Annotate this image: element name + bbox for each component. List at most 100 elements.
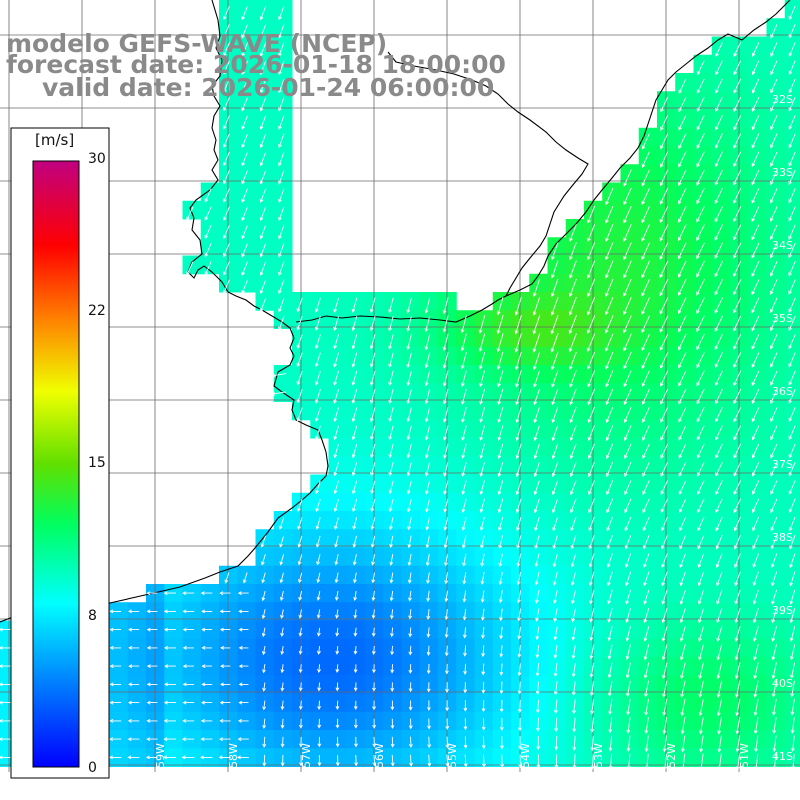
wind-arrow: [298, 627, 303, 637]
wind-arrow: [679, 516, 687, 532]
wind-arrow: [146, 737, 158, 742]
wind-arrow: [770, 115, 778, 131]
wind-arrow: [733, 315, 742, 332]
wind-arrow: [770, 407, 778, 423]
wind-arrow: [623, 351, 632, 370]
wind-arrow: [532, 296, 541, 316]
wind-arrow: [370, 517, 376, 531]
wind-arrow: [751, 407, 760, 423]
wind-arrow: [351, 389, 358, 404]
wind-arrow: [444, 572, 449, 585]
wind-arrow: [698, 717, 704, 735]
wind-arrow: [370, 407, 376, 423]
wind-arrow: [163, 737, 177, 742]
wind-arrow: [514, 351, 522, 371]
wind-arrow: [443, 462, 449, 477]
wind-arrow: [788, 169, 796, 186]
wind-arrow: [444, 645, 449, 657]
colorbar-tick-22: 22: [88, 303, 106, 319]
wind-arrow: [388, 517, 394, 531]
wind-arrow: [716, 571, 723, 587]
wind-arrow: [237, 718, 249, 723]
wind-arrow: [407, 572, 412, 584]
wind-arrow: [696, 315, 705, 333]
wind-arrow: [516, 553, 522, 568]
wind-arrow: [241, 78, 249, 94]
wind-arrow: [315, 425, 321, 440]
wind-arrow: [389, 572, 394, 584]
wind-arrow: [259, 170, 267, 185]
wind-arrow: [463, 754, 468, 768]
wind-arrow: [238, 700, 249, 705]
wind-arrow: [697, 571, 705, 587]
wind-arrow: [271, 373, 287, 378]
wind-arrow: [533, 498, 540, 514]
wind-arrow: [182, 682, 194, 687]
wind-arrow: [517, 681, 522, 695]
wind-arrow: [550, 278, 559, 297]
wind-arrow: [641, 187, 651, 205]
wind-arrow: [753, 662, 759, 680]
wind-arrow: [333, 498, 339, 512]
wind-arrow: [296, 334, 303, 349]
wind-arrow: [623, 224, 632, 242]
wind-arrow: [788, 78, 796, 94]
wind-arrow: [623, 388, 632, 405]
wind-arrow: [735, 680, 741, 698]
wind-arrow: [534, 516, 540, 532]
wind-arrow: [735, 698, 741, 717]
wind-arrow: [371, 609, 376, 620]
wind-arrow: [146, 627, 158, 632]
wind-arrow: [753, 717, 759, 735]
wind-arrow: [443, 407, 449, 423]
wind-arrow: [390, 682, 395, 692]
wind-arrow: [641, 151, 650, 168]
lat-label-40s: 40S: [772, 677, 793, 690]
wind-arrow: [498, 590, 503, 604]
wind-arrow: [588, 553, 595, 568]
wind-arrow: [552, 571, 558, 586]
wind-arrow: [679, 626, 686, 642]
wind-arrow: [515, 443, 522, 460]
wind-arrow: [259, 243, 267, 258]
wind-arrow: [278, 78, 285, 94]
wind-cell: [784, 748, 800, 767]
wind-arrow: [280, 736, 285, 748]
wind-arrow: [736, 753, 741, 771]
colorbar-tick-0: 0: [88, 760, 97, 776]
wind-arrow: [278, 133, 285, 149]
wind-arrow: [696, 187, 705, 205]
wind-arrow: [641, 260, 651, 279]
wind-arrow: [533, 480, 540, 496]
wind-arrow: [299, 755, 303, 767]
wind-arrow: [352, 535, 357, 548]
wind-arrow: [678, 498, 687, 514]
wind-arrow: [770, 443, 778, 459]
wind-arrow: [642, 462, 650, 477]
wind-arrow: [241, 170, 249, 185]
wind-cell: [784, 638, 800, 658]
wind-arrow: [278, 261, 285, 276]
wind-arrow: [406, 315, 412, 332]
wind-arrow: [587, 260, 596, 279]
wind-arrow: [517, 626, 522, 640]
wind-arrow: [0, 718, 12, 723]
wind-cell: [784, 547, 800, 567]
wind-arrow: [572, 735, 577, 751]
wind-arrow: [533, 407, 540, 424]
wind-arrow: [426, 590, 431, 602]
wind-arrow: [354, 736, 358, 748]
wind-cell: [784, 529, 800, 548]
wind-arrow: [770, 169, 778, 186]
wind-arrow: [259, 297, 267, 313]
wind-arrow: [261, 572, 266, 584]
wind-arrow: [569, 242, 577, 261]
wind-arrow: [788, 370, 796, 386]
wind-arrow: [624, 516, 632, 532]
wind-arrow: [334, 554, 339, 566]
lat-label-34s: 34S: [772, 239, 793, 252]
wind-arrow: [752, 607, 759, 624]
wind-arrow: [278, 5, 285, 21]
wind-arrow: [278, 279, 285, 295]
wind-arrow: [370, 535, 376, 548]
